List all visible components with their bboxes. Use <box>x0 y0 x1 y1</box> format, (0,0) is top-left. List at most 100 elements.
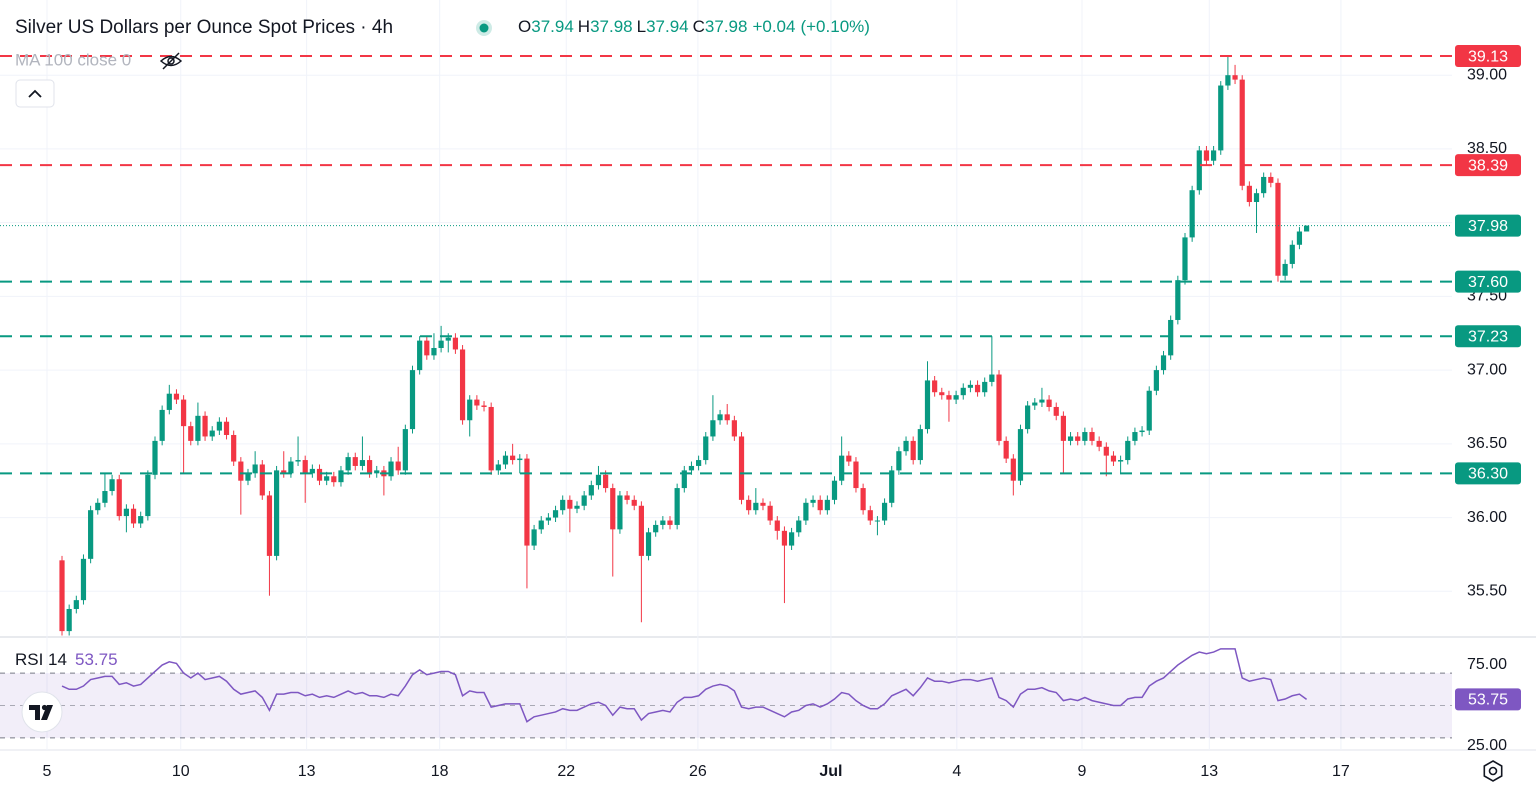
candle-body <box>395 461 401 471</box>
candle-body <box>552 510 559 518</box>
level-label-box <box>1455 462 1521 485</box>
candle-body <box>1282 263 1288 276</box>
logo-mark <box>29 705 40 720</box>
candle-body <box>653 524 659 533</box>
candle-body <box>1146 390 1152 431</box>
rsi-name: RSI 14 <box>15 650 67 669</box>
candle-body <box>288 461 294 474</box>
candle-body <box>188 426 194 441</box>
candle-body <box>681 470 687 489</box>
candle-body <box>452 337 459 350</box>
candle-body <box>95 502 101 511</box>
level-label-box <box>1455 45 1521 68</box>
collapse-button[interactable] <box>15 79 55 108</box>
x-tick-label: 22 <box>557 763 575 780</box>
settings-button[interactable] <box>1483 760 1503 782</box>
candle-body <box>1196 150 1202 191</box>
candle-body <box>316 468 323 481</box>
x-tick-label: 4 <box>952 763 961 780</box>
candle-body <box>624 495 630 500</box>
candle-body <box>581 495 587 506</box>
candle-body <box>1010 458 1016 481</box>
candle-body <box>1118 460 1124 462</box>
candle-body <box>1082 432 1088 441</box>
tradingview-logo[interactable] <box>21 691 63 733</box>
candle-body <box>660 520 666 525</box>
candle-body <box>1232 75 1238 80</box>
candle-body <box>574 505 580 509</box>
candle-body <box>1103 446 1109 456</box>
candle-body <box>488 406 494 471</box>
candle-body <box>688 465 695 471</box>
candle-body <box>1089 432 1095 441</box>
candle-body <box>281 470 287 474</box>
candle-body <box>967 384 974 388</box>
candle-body <box>1168 319 1174 356</box>
ohlc-label: L <box>637 17 646 36</box>
overlay: 39.13 38.39 37.60 37.23 36.30 37.98 53.75 5 10 13… <box>0 45 1521 780</box>
candle-body <box>846 455 852 462</box>
candle-body <box>73 600 79 609</box>
candle-body <box>560 499 566 511</box>
candle-body <box>1239 79 1245 186</box>
candle-body <box>402 429 408 471</box>
rsi-value-box <box>1455 688 1521 711</box>
candle-body <box>1053 406 1059 416</box>
candle-body <box>123 508 129 517</box>
candle-body <box>1261 176 1267 194</box>
candle-body <box>424 340 430 356</box>
x-tick-label: 18 <box>431 763 449 780</box>
candle-body <box>645 532 652 556</box>
candle-body <box>595 474 602 486</box>
candle-body <box>517 458 523 461</box>
candle-body <box>674 488 680 525</box>
candle-body <box>903 440 909 452</box>
candle-body <box>867 510 873 521</box>
candle-body <box>889 470 895 503</box>
candle-body <box>1189 190 1195 238</box>
candle-body <box>896 451 902 471</box>
candle-body <box>152 440 158 475</box>
x-tick-label: 17 <box>1332 763 1350 780</box>
y-tick-label: 37.00 <box>1467 361 1507 378</box>
candle-body <box>495 464 501 471</box>
y-tick-label: 75.00 <box>1467 656 1507 673</box>
candle-body <box>59 560 65 632</box>
candle-body <box>209 430 215 437</box>
candle-body <box>774 520 780 531</box>
candle-body <box>1096 440 1102 447</box>
candle-body <box>445 337 451 341</box>
candle-body <box>924 380 931 430</box>
candle-body <box>1211 150 1217 161</box>
level-label: 39.13 <box>1468 48 1508 65</box>
candle-body <box>989 374 995 382</box>
ohlc-value: 37.98 <box>705 17 748 36</box>
gear-outline <box>1483 760 1503 782</box>
x-tick-label: 13 <box>1200 763 1218 780</box>
candle-body <box>1175 280 1181 320</box>
candle-body <box>1039 399 1045 403</box>
candle-body <box>703 436 709 461</box>
candle-body <box>1032 402 1038 406</box>
visibility-icon[interactable] <box>159 52 183 70</box>
candle-body <box>116 479 122 517</box>
candle-body <box>760 502 766 506</box>
y-tick-label: 35.50 <box>1467 583 1507 600</box>
candle-body <box>710 420 716 437</box>
logo-circle <box>21 691 63 733</box>
change-pct: (+0.10%) <box>800 17 869 36</box>
candle-body <box>839 455 845 481</box>
candle-body <box>917 429 923 461</box>
candle-body <box>409 370 416 430</box>
candle-body <box>324 476 330 481</box>
candle-body <box>538 520 544 530</box>
candle-body <box>216 421 222 431</box>
eye-pupil <box>167 57 175 65</box>
candle-body <box>788 532 795 546</box>
candle-body <box>881 502 888 521</box>
level-label: 38.39 <box>1468 157 1508 174</box>
candle-body <box>66 608 72 632</box>
candle-body <box>738 436 745 500</box>
